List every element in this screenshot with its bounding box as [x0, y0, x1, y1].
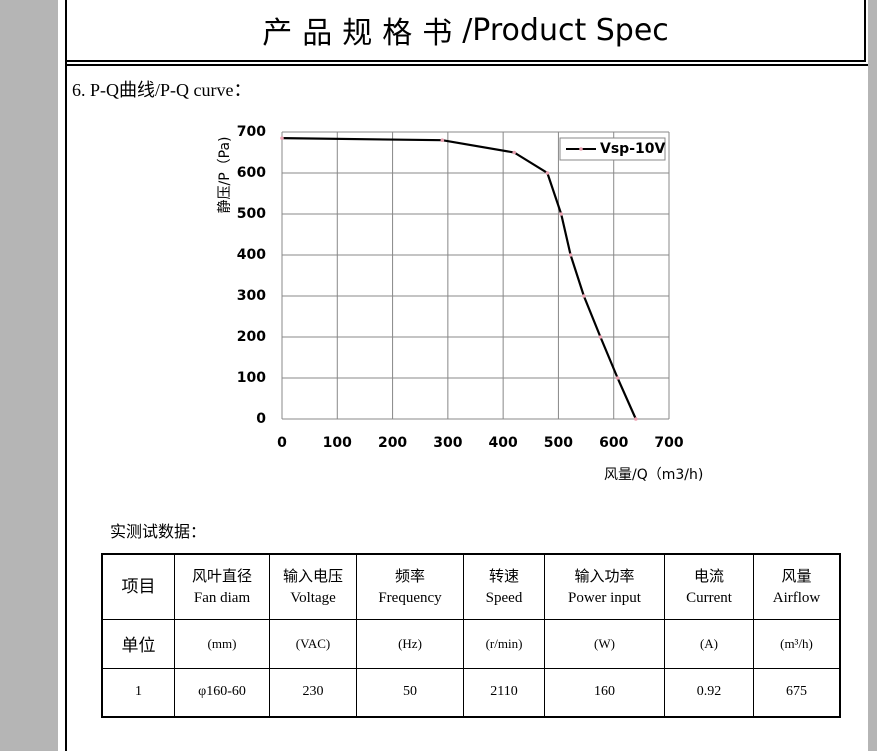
header-cell: 转速 Speed — [463, 553, 545, 620]
header-text: 电流 — [693, 566, 724, 585]
page-border — [65, 0, 67, 751]
y-tick-label: 700 — [237, 124, 266, 140]
series-line — [281, 137, 637, 420]
header-box: 产品规格书/Product Spec — [65, 0, 866, 62]
header-text: Current — [686, 589, 732, 606]
header-cell: 风叶直径 Fan diam — [174, 553, 270, 620]
table-cell: (m³/h) — [753, 618, 841, 669]
x-tick-label: 300 — [433, 435, 462, 451]
table-cell: 50 — [356, 667, 464, 718]
data-point — [568, 253, 573, 257]
header-text: Airflow — [772, 589, 821, 606]
header-text: Speed — [485, 589, 523, 606]
header-text: 输入电压 — [282, 566, 343, 585]
data-point — [545, 171, 550, 175]
data-point — [582, 294, 586, 298]
data-point — [440, 138, 445, 142]
table-header-row: 项目 风叶直径 Fan diam 输入电压 Voltage 频率 Frequency 转速 Sp… — [101, 553, 841, 620]
header-text: 项目 — [121, 576, 156, 597]
title-cn: 产品规格书 — [262, 16, 463, 51]
table-cell: 160 — [544, 667, 665, 718]
header-rule — [65, 64, 868, 66]
spec-table: 项目 风叶直径 Fan diam 输入电压 Voltage 频率 Frequency 转速 Sp… — [101, 553, 841, 718]
data-point — [280, 136, 284, 140]
x-tick-label: 600 — [599, 435, 628, 451]
table-cell: (W) — [544, 618, 665, 669]
x-tick-label: 400 — [489, 435, 518, 451]
table-cell: 2110 — [463, 667, 545, 718]
header-cell: 风量 Airflow — [753, 553, 841, 620]
header-text: 风叶直径 — [191, 566, 252, 585]
header-text: Frequency — [378, 589, 442, 606]
data-point — [615, 376, 620, 380]
table-cell: 675 — [753, 667, 841, 718]
data-point — [559, 212, 563, 216]
legend-marker — [579, 147, 583, 151]
y-tick-label: 400 — [237, 247, 266, 263]
table-cell: (Hz) — [356, 618, 464, 669]
header-text: 频率 — [394, 566, 425, 585]
y-axis-label: 静压/P（Pa) — [217, 136, 233, 213]
x-tick-label: 500 — [544, 435, 573, 451]
title-en: /Product Spec — [462, 12, 669, 48]
x-axis-label: 风量/Q（m3/h) — [604, 467, 703, 483]
header-cell: 项目 — [101, 553, 175, 620]
x-tick-label: 200 — [378, 435, 407, 451]
table-cell: 1 — [101, 667, 175, 718]
data-point — [512, 150, 516, 155]
table-cell: (mm) — [174, 618, 270, 669]
header-cell: 输入电压 Voltage — [269, 553, 357, 620]
x-tick-label: 0 — [277, 435, 287, 451]
table-cell: 单位 — [101, 618, 175, 669]
header-text: 风量 — [781, 566, 812, 585]
header-cell: 电流 Current — [664, 553, 754, 620]
table-cell: 230 — [269, 667, 357, 718]
table-cell: 0.92 — [664, 667, 754, 718]
data-point — [634, 417, 638, 421]
x-tick-label: 700 — [654, 435, 683, 451]
y-tick-label: 0 — [256, 411, 266, 427]
header-text: Fan diam — [193, 589, 251, 606]
y-tick-label: 100 — [237, 370, 266, 386]
table-row: 单位 (mm) (VAC) (Hz) (r/min) (W) (A) (m³/h) — [101, 618, 841, 669]
table-cell: (A) — [664, 618, 754, 669]
table-cell: (r/min) — [463, 618, 545, 669]
chart: 静压/P（Pa) 风量/Q（m3/h) 0 100 200 300 400 500 600 7… — [217, 124, 703, 483]
table-cell: φ160-60 — [174, 667, 270, 718]
x-tick-label: 100 — [323, 435, 352, 451]
y-tick-label: 200 — [237, 329, 266, 345]
header-text: Power input — [568, 589, 641, 606]
header-text: Voltage — [290, 589, 336, 606]
header-text: 转速 — [488, 566, 519, 585]
legend-label: Vsp-10V — [600, 141, 665, 157]
table-caption: 实测试数据： — [110, 522, 207, 541]
section-heading: 6. P-Q曲线/P-Q curve： — [72, 80, 252, 100]
table-cell: (VAC) — [269, 618, 357, 669]
y-tick-label: 600 — [237, 165, 266, 181]
header-cell: 频率 Frequency — [356, 553, 464, 620]
y-tick-label: 300 — [237, 288, 266, 304]
header-cell: 输入功率 Power input — [544, 553, 665, 620]
header-text: 输入功率 — [574, 566, 635, 585]
table-row: 1 φ160-60 230 50 2110 160 0.92 675 — [101, 667, 841, 718]
legend-box — [559, 137, 666, 161]
data-point — [598, 335, 603, 339]
y-tick-label: 500 — [237, 206, 266, 222]
